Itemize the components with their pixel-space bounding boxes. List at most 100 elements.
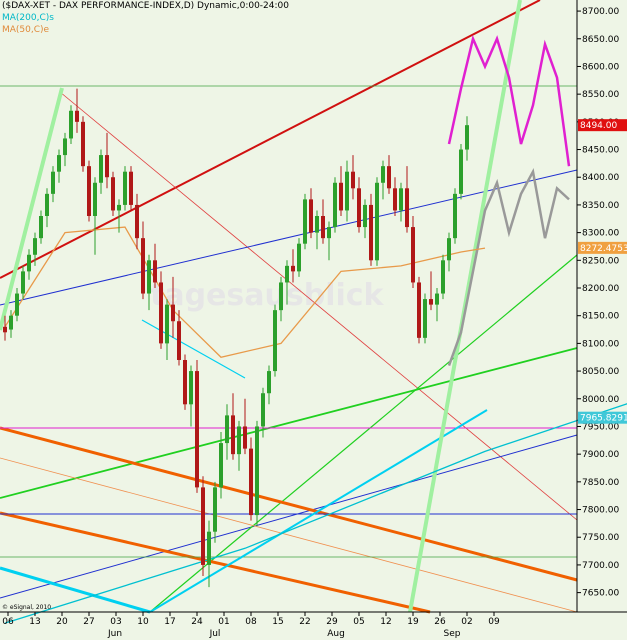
candle-body	[387, 166, 391, 189]
last-price-tag-bg	[578, 119, 627, 132]
candle-body	[63, 138, 67, 156]
x-month-label: Sep	[444, 629, 461, 639]
y-tick-label: 8650.00	[582, 35, 619, 45]
x-axis: 06 13 20 27 03 10 17 24 01 08 15 22 29 05 12 19 26 02 09 Ju…	[2, 612, 500, 639]
x-month-label: Jul	[209, 629, 221, 639]
x-tick-label: 09	[488, 617, 500, 627]
legend-ma50: MA(50,C)e	[2, 25, 50, 35]
candle-body	[363, 204, 367, 228]
candle-body	[69, 110, 73, 139]
candle-body	[129, 171, 133, 205]
trend-red-thin-down	[59, 91, 578, 521]
candle-body	[39, 216, 43, 239]
x-tick-label: 22	[299, 617, 310, 627]
y-tick-label: 8700.00	[582, 7, 619, 17]
x-tick-label: 01	[218, 617, 229, 627]
y-tick-label: 8150.00	[582, 312, 619, 322]
ma200-price-tag: 7965.82917	[580, 414, 627, 424]
candle-body	[171, 304, 175, 322]
x-tick-label: 20	[56, 617, 68, 627]
candle-body	[303, 199, 307, 244]
candle-body	[231, 415, 235, 455]
candle-body	[255, 426, 259, 516]
x-tick-label: 05	[353, 617, 364, 627]
candle-body	[201, 487, 205, 565]
candle-body	[123, 171, 127, 205]
candle-body	[261, 393, 265, 427]
candle-body	[417, 282, 421, 338]
y-tick-label: 7650.00	[582, 589, 619, 599]
y-tick-label: 8050.00	[582, 367, 619, 377]
candle-body	[9, 315, 13, 330]
y-tick-label: 8600.00	[582, 62, 619, 72]
candle-body	[351, 171, 355, 189]
candle-body	[267, 371, 271, 394]
candle-body	[33, 238, 37, 255]
y-tick-label: 8550.00	[582, 90, 619, 100]
y-tick-label: 7750.00	[582, 533, 619, 543]
candle-body	[51, 171, 55, 194]
candle-body	[21, 271, 25, 294]
trend-orange-thick	[0, 426, 578, 582]
candle-body	[381, 166, 385, 183]
x-tick-label: 24	[191, 617, 203, 627]
trend-green-steep	[149, 254, 578, 613]
x-tick-label: 15	[272, 617, 283, 627]
trend-orange-thick-2	[0, 511, 431, 614]
candle-body	[165, 304, 169, 344]
candle-body	[93, 182, 97, 216]
watermark: tagesausblick	[150, 278, 385, 313]
candle-body	[285, 265, 289, 283]
ma50-price-tag-bg	[578, 241, 627, 254]
candle-body	[327, 227, 331, 239]
candle-body	[315, 216, 319, 233]
y-tick-label: 7700.00	[582, 561, 619, 571]
candle-body	[207, 531, 211, 565]
candle-body	[87, 166, 91, 216]
x-tick-label: 13	[29, 617, 40, 627]
y-tick-label: 8000.00	[582, 395, 619, 405]
y-tick-label: 8200.00	[582, 284, 619, 294]
y-tick-label: 7950.00	[582, 422, 619, 432]
trend-blue-lower	[0, 434, 578, 599]
price-tags: 8494.00 8272.47532 7965.82917	[578, 119, 627, 424]
trend-red-upper	[0, 0, 541, 279]
candle-body	[273, 310, 277, 372]
candle-body	[321, 216, 325, 239]
candle-body	[45, 193, 49, 216]
y-tick-label: 7850.00	[582, 478, 619, 488]
candle-body	[429, 299, 433, 305]
candle-body	[219, 443, 223, 488]
candle-body	[213, 487, 217, 532]
candle-body	[177, 321, 181, 360]
x-tick-label: 02	[461, 617, 472, 627]
ma50-price-tag: 8272.47532	[580, 244, 627, 254]
x-tick-label: 27	[83, 617, 94, 627]
candles-layer	[3, 88, 469, 588]
candle-body	[453, 193, 457, 239]
candle-body	[135, 204, 139, 239]
ma200-price-tag-bg	[578, 411, 627, 424]
legend-ma200: MA(200,C)s	[2, 13, 54, 23]
ma200-line	[4, 403, 627, 624]
candle-body	[465, 125, 469, 150]
y-tick-label: 8400.00	[582, 173, 619, 183]
trend-green-upper	[0, 347, 578, 499]
candle-body	[375, 182, 379, 261]
y-tick-label: 8350.00	[582, 201, 619, 211]
candle-body	[75, 110, 79, 122]
x-tick-label: 08	[245, 617, 257, 627]
candle-body	[399, 188, 403, 211]
candle-body	[147, 260, 151, 294]
x-tick-label: 12	[380, 617, 391, 627]
candle-body	[111, 177, 115, 211]
candle-body	[333, 182, 337, 228]
candle-body	[279, 282, 283, 311]
candle-body	[423, 299, 427, 338]
candle-body	[195, 371, 199, 488]
trend-lightgreen-left	[0, 87, 64, 331]
x-tick-label: 29	[326, 617, 338, 627]
